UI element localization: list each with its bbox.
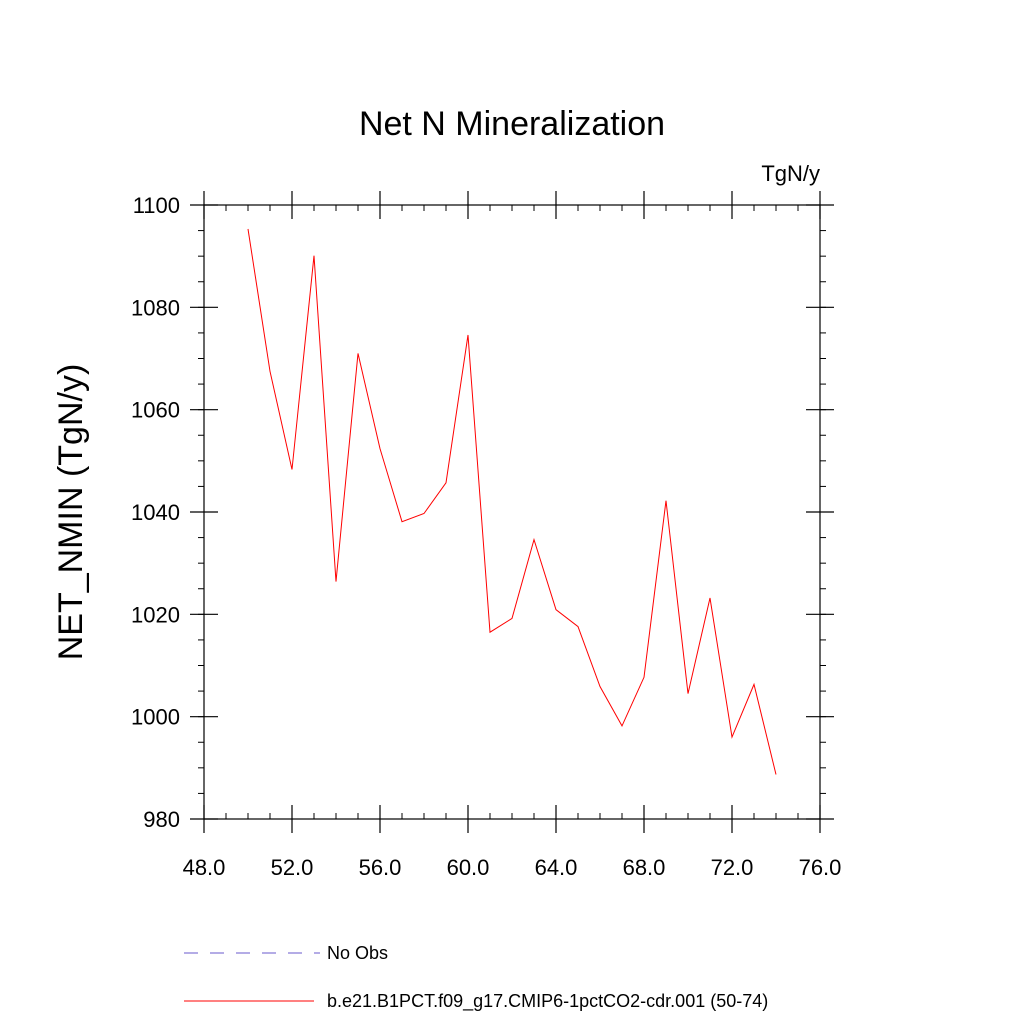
- plot-frame: [203, 204, 821, 820]
- x-tick-label: 60.0: [447, 855, 490, 880]
- y-tick-label: 1100: [133, 193, 180, 218]
- y-axis-label: NET_NMIN (TgN/y): [52, 364, 90, 661]
- legend: No Obs b.e21.B1PCT.f09_g17.CMIP6-1pctCO2…: [184, 943, 768, 1012]
- x-axis-ticks: 48.0 52.0 56.0 60.0 64.0 68.0 72.0 76.0: [183, 191, 842, 880]
- legend-label-model-run: b.e21.B1PCT.f09_g17.CMIP6-1pctCO2-cdr.00…: [327, 991, 768, 1012]
- y-tick-label: 1000: [131, 705, 180, 730]
- y-tick-label: 1080: [131, 295, 180, 320]
- series-layer: [247, 228, 777, 775]
- x-tick-label: 72.0: [711, 855, 754, 880]
- x-tick-label: 68.0: [623, 855, 666, 880]
- y-tick-label: 980: [143, 807, 180, 832]
- chart-title: Net N Mineralization: [359, 105, 665, 143]
- y-tick-label: 1060: [131, 398, 180, 423]
- series-line: [247, 228, 777, 775]
- units-label: TgN/y: [761, 161, 820, 186]
- x-tick-label: 76.0: [799, 855, 842, 880]
- y-axis-ticks: 980 1000 1020 1040 1060 1080 1100: [131, 193, 834, 832]
- y-tick-label: 1020: [131, 602, 180, 627]
- x-tick-label: 64.0: [535, 855, 578, 880]
- minor-ticks: [198, 204, 826, 820]
- x-tick-label: 52.0: [271, 855, 314, 880]
- legend-label-no-obs: No Obs: [327, 943, 388, 963]
- y-tick-label: 1040: [131, 500, 180, 525]
- x-tick-label: 48.0: [183, 855, 226, 880]
- x-tick-label: 56.0: [359, 855, 402, 880]
